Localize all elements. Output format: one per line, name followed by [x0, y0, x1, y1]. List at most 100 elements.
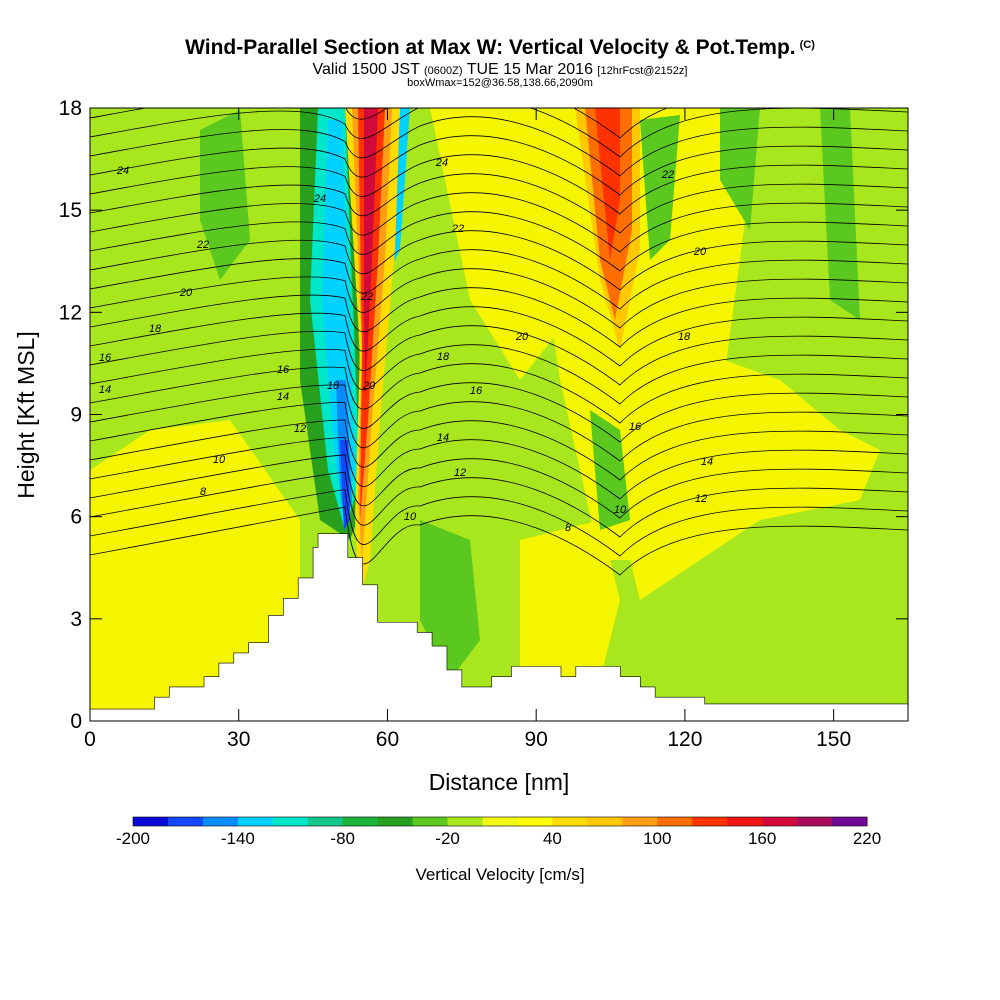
field-region-3	[430, 108, 560, 380]
field-region-10	[420, 520, 480, 680]
colorbar-swatch-19	[797, 817, 833, 826]
theta-contour-6	[90, 401, 908, 462]
colorbar-swatch-7	[377, 817, 414, 826]
theta-label-6: 24	[313, 193, 326, 205]
colorbar-tick-label-7: 220	[853, 829, 881, 848]
theta-label-25: 20	[693, 246, 707, 258]
theta-label-9: 18	[327, 380, 340, 392]
field-region-9	[820, 108, 860, 320]
theta-contour-0	[90, 506, 908, 576]
theta-label-28: 14	[701, 456, 713, 468]
theta-label-5: 14	[99, 384, 111, 396]
theta-contour-1	[90, 489, 908, 557]
theta-contour-10	[90, 325, 908, 386]
colorbar-swatch-8	[412, 817, 449, 826]
x-tick-label-0: 0	[84, 728, 96, 751]
velocity-band-9	[364, 108, 378, 400]
y-axis-label: Height [Kft MSL]	[13, 331, 39, 498]
theta-label-14: 8	[200, 486, 207, 498]
theta-label-22: 10	[404, 511, 417, 523]
colorbar-tick-label-4: 40	[543, 829, 562, 848]
theta-label-24: 22	[661, 169, 674, 181]
theta-label-7: 22	[360, 291, 373, 303]
colorbar-swatch-1	[167, 817, 204, 826]
colorbar-swatch-15	[657, 817, 693, 826]
colorbar-swatch-5	[307, 817, 344, 826]
theta-label-15: 24	[435, 157, 448, 169]
colorbar-swatch-18	[762, 817, 798, 826]
theta-label-1: 22	[196, 239, 209, 251]
colorbar-swatch-10	[482, 817, 518, 826]
colorbar-swatch-13	[587, 817, 623, 826]
theta-label-11: 14	[277, 391, 289, 403]
theta-contour-15	[90, 230, 908, 291]
theta-contour-2	[90, 471, 908, 538]
theta-label-10: 16	[277, 364, 290, 376]
colorbar-swatch-6	[342, 817, 379, 826]
colorbar-swatch-14	[622, 817, 658, 826]
colorbar-tick-label-0: -200	[116, 829, 150, 848]
theta-label-26: 18	[678, 331, 691, 343]
theta-contour-22	[90, 108, 908, 158]
theta-contour-8	[90, 363, 908, 424]
y-tick-label-18: 18	[59, 97, 82, 120]
field-region-6	[520, 520, 620, 700]
theta-contour-3	[90, 454, 908, 519]
x-tick-label-60: 60	[376, 728, 399, 751]
y-tick-label-12: 12	[59, 301, 82, 324]
theta-label-8: 20	[362, 380, 376, 392]
x-axis-label: Distance [nm]	[429, 769, 570, 795]
theta-label-20: 14	[437, 432, 449, 444]
field-region-12	[720, 108, 760, 230]
colorbar-tick-label-3: -20	[435, 829, 460, 848]
field-region-13	[380, 380, 450, 520]
theta-contour-16	[90, 211, 908, 272]
colorbar-frame	[132, 816, 868, 827]
theta-contour-13	[90, 268, 908, 329]
theta-contour-19	[90, 154, 908, 215]
x-tick-label-30: 30	[227, 728, 250, 751]
theta-contour-4	[90, 436, 908, 500]
theta-label-29: 12	[695, 493, 707, 505]
colorbar-swatch-0	[133, 817, 169, 826]
theta-label-18: 18	[437, 351, 450, 363]
theta-label-13: 10	[213, 454, 226, 466]
colorbar-swatch-20	[832, 817, 868, 826]
x-tick-label-150: 150	[816, 728, 851, 751]
chart-title: Wind-Parallel Section at Max W: Vertical…	[185, 36, 815, 59]
colorbar-swatch-17	[727, 817, 763, 826]
theta-label-19: 16	[470, 385, 483, 397]
colorbar: -200 -140 -80 -20 40 100 160 220	[116, 816, 881, 848]
theta-contour-14	[90, 249, 908, 310]
theta-contour-21	[90, 116, 908, 177]
field-region-11	[590, 410, 630, 530]
colorbar-swatch-2	[202, 817, 239, 826]
field-region-7	[200, 110, 250, 280]
colorbar-tick-label-6: 160	[748, 829, 776, 848]
theta-label-0: 24	[116, 165, 129, 177]
colorbar-swatch-16	[692, 817, 728, 826]
terrain-profile	[90, 533, 908, 721]
field-region-2	[90, 420, 300, 721]
colorbar-tick-label-2: -80	[330, 829, 355, 848]
theta-label-27: 16	[629, 421, 642, 433]
theta-label-21: 12	[454, 467, 466, 479]
theta-label-3: 18	[149, 323, 162, 335]
velocity-band-12	[595, 108, 620, 260]
theta-label-23: 8	[565, 522, 572, 534]
theta-label-4: 16	[99, 352, 112, 364]
theta-contour-7	[90, 382, 908, 443]
x-tick-label-120: 120	[667, 728, 702, 751]
theta-label-16: 22	[451, 223, 464, 235]
x-tick-label-90: 90	[525, 728, 548, 751]
field-region-5	[620, 330, 880, 600]
colorbar-tick-label-5: 100	[643, 829, 671, 848]
theta-contour-9	[90, 344, 908, 405]
colorbar-swatch-3	[237, 817, 274, 826]
theta-contour-20	[90, 135, 908, 196]
colorbar-swatch-9	[447, 817, 484, 826]
y-tick-label-9: 9	[70, 404, 82, 427]
theta-contour-17	[90, 192, 908, 253]
colorbar-label: Vertical Velocity [cm/s]	[415, 865, 584, 884]
